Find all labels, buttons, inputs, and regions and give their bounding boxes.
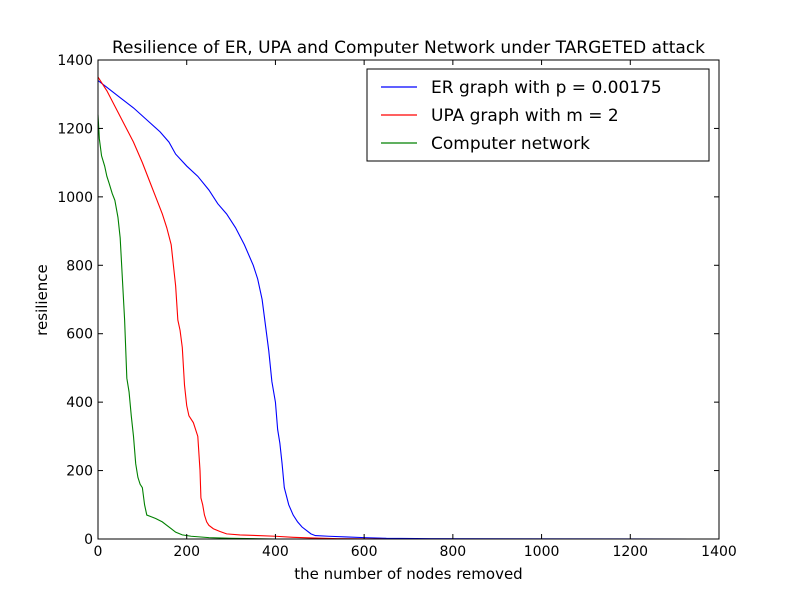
x-tick-label: 600 xyxy=(351,544,378,560)
legend-label-1: UPA graph with m = 2 xyxy=(431,106,619,126)
y-tick-label: 0 xyxy=(84,532,93,548)
legend-label-0: ER graph with p = 0.00175 xyxy=(431,78,662,98)
series-line-0 xyxy=(97,80,693,540)
y-axis-label: resilience xyxy=(33,264,51,336)
x-tick-label: 1200 xyxy=(612,544,648,560)
plot-frame xyxy=(97,59,720,540)
series-line-2 xyxy=(97,114,693,540)
y-tick-label: 1400 xyxy=(57,53,93,69)
y-tick-label: 200 xyxy=(66,464,93,480)
x-axis: 0 200 400 600 800 1000 1200 1400 xyxy=(94,60,737,560)
y-axis: 0 200 400 600 800 1000 1200 1400 xyxy=(57,53,719,548)
x-tick-label: 1000 xyxy=(524,544,560,560)
x-tick-label: 800 xyxy=(439,544,466,560)
y-tick-label: 1000 xyxy=(57,190,93,206)
legend-label-2: Computer network xyxy=(431,134,590,154)
series-line-1 xyxy=(97,76,693,540)
y-tick-label: 600 xyxy=(66,327,93,343)
y-tick-label: 800 xyxy=(66,258,93,274)
legend-box xyxy=(366,68,710,162)
x-tick-label: 1400 xyxy=(701,544,737,560)
y-tick-label: 1200 xyxy=(57,121,93,137)
chart-title: Resilience of ER, UPA and Computer Netwo… xyxy=(112,38,705,58)
plot-area xyxy=(97,76,693,540)
x-tick-label: 0 xyxy=(94,544,103,560)
y-tick-label: 400 xyxy=(66,395,93,411)
x-axis-label: the number of nodes removed xyxy=(294,565,522,583)
x-tick-label: 400 xyxy=(262,544,289,560)
x-tick-label: 200 xyxy=(173,544,200,560)
legend: ER graph with p = 0.00175 UPA graph with … xyxy=(366,68,710,162)
